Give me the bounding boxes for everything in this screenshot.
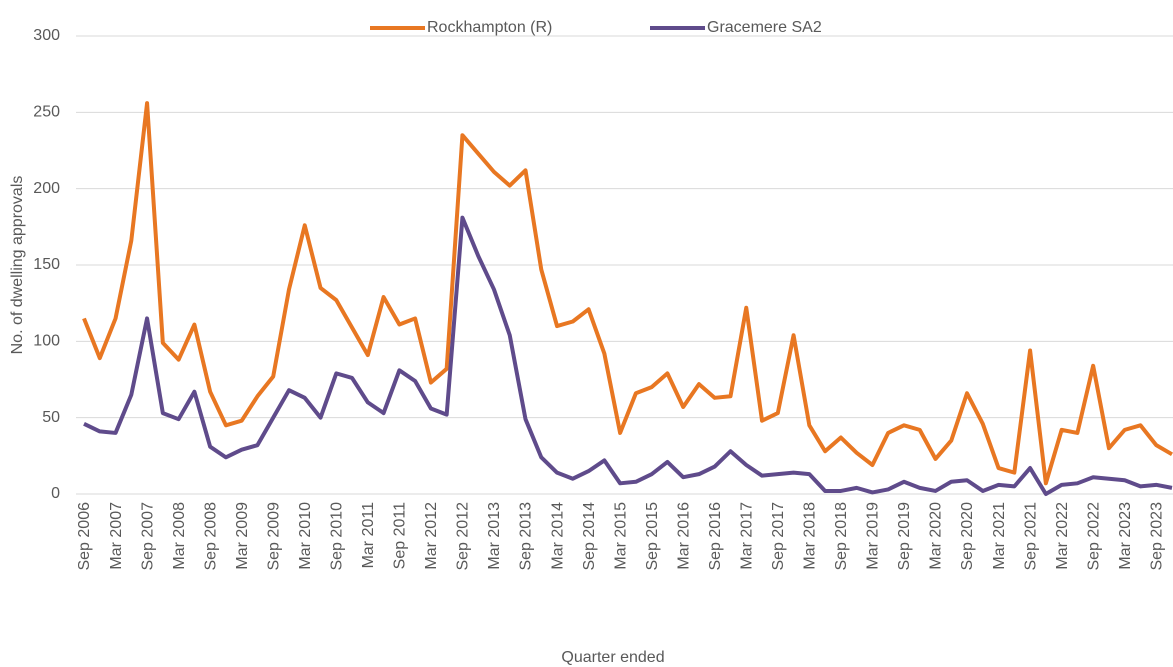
y-tick-label: 200 bbox=[33, 180, 60, 197]
x-tick-label: Sep 2010 bbox=[329, 502, 346, 571]
x-tick-label: Mar 2012 bbox=[423, 502, 440, 570]
x-tick-label: Sep 2020 bbox=[959, 502, 976, 571]
x-tick-label: Sep 2012 bbox=[455, 502, 472, 571]
x-tick-label: Sep 2007 bbox=[139, 502, 156, 571]
x-tick-label: Sep 2009 bbox=[265, 502, 282, 571]
x-tick-label: Sep 2023 bbox=[1148, 502, 1165, 571]
x-tick-label: Mar 2014 bbox=[549, 502, 566, 570]
x-tick-label: Sep 2006 bbox=[76, 502, 93, 571]
y-tick-label: 50 bbox=[42, 409, 60, 426]
y-tick-label: 100 bbox=[33, 333, 60, 350]
x-tick-label: Sep 2011 bbox=[392, 502, 409, 569]
x-tick-label: Mar 2016 bbox=[675, 502, 692, 570]
x-tick-label: Sep 2017 bbox=[770, 502, 787, 571]
x-tick-label: Mar 2015 bbox=[612, 502, 629, 570]
x-tick-label: Mar 2013 bbox=[486, 502, 503, 570]
x-tick-label: Sep 2016 bbox=[707, 502, 724, 571]
x-tick-label: Sep 2015 bbox=[644, 502, 661, 571]
x-tick-label: Mar 2010 bbox=[297, 502, 314, 570]
x-tick-label: Mar 2020 bbox=[928, 502, 945, 570]
y-tick-label: 150 bbox=[33, 256, 60, 273]
x-tick-label: Mar 2009 bbox=[234, 502, 251, 570]
x-axis-title: Quarter ended bbox=[561, 649, 664, 666]
x-tick-label: Mar 2021 bbox=[991, 502, 1008, 570]
x-tick-label: Sep 2013 bbox=[518, 502, 535, 571]
x-tick-label: Mar 2019 bbox=[865, 502, 882, 570]
x-tick-label: Mar 2022 bbox=[1054, 502, 1071, 570]
x-tick-label: Sep 2018 bbox=[833, 502, 850, 571]
series-line bbox=[82, 101, 1173, 486]
y-tick-label: 300 bbox=[33, 27, 60, 44]
legend-label: Rockhampton (R) bbox=[427, 19, 552, 36]
series-line bbox=[83, 215, 1173, 496]
x-tick-label: Sep 2014 bbox=[581, 502, 598, 571]
legend-label: Gracemere SA2 bbox=[707, 19, 822, 36]
x-tick-label: Mar 2008 bbox=[171, 502, 188, 570]
y-tick-label: 0 bbox=[51, 485, 60, 502]
y-axis-title: No. of dwelling approvals bbox=[9, 176, 26, 355]
x-tick-label: Mar 2017 bbox=[738, 502, 755, 570]
x-tick-label: Sep 2008 bbox=[202, 502, 219, 571]
x-tick-label: Sep 2022 bbox=[1085, 502, 1102, 571]
x-tick-label: Mar 2007 bbox=[108, 502, 125, 570]
x-tick-label: Sep 2019 bbox=[896, 502, 913, 571]
y-tick-label: 250 bbox=[33, 104, 60, 121]
x-tick-label: Mar 2018 bbox=[802, 502, 819, 570]
x-tick-label: Mar 2023 bbox=[1117, 502, 1134, 570]
x-tick-label: Mar 2011 bbox=[360, 502, 377, 569]
x-tick-label: Sep 2021 bbox=[1022, 502, 1039, 571]
